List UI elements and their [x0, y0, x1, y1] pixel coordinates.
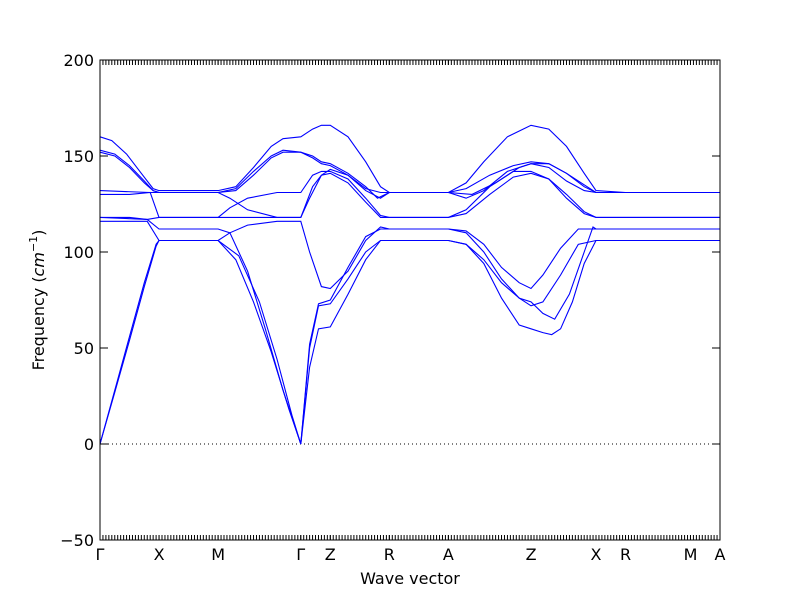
- y-tick-label: −50: [60, 531, 94, 550]
- x-tick-label: Γ: [296, 545, 305, 564]
- y-axis-label-paren-close: ): [29, 230, 48, 236]
- x-tick-label: R: [384, 545, 395, 564]
- y-axis-label-text: Frequency: [29, 288, 48, 371]
- phonon-band-6: [100, 170, 720, 218]
- phonon-band-2: [99, 239, 720, 445]
- x-tick-label: Z: [526, 545, 537, 564]
- y-axis-label: Frequency (cm−1): [27, 230, 48, 371]
- y-axis-label-exponent: −1: [27, 236, 40, 252]
- y-axis-label-paren-open: (: [29, 276, 48, 287]
- x-tick-label: A: [443, 545, 454, 564]
- x-tick-label: R: [620, 545, 631, 564]
- y-tick-label: 50: [74, 339, 94, 358]
- phonon-band-4: [100, 220, 720, 290]
- x-axis-label: Wave vector: [360, 569, 460, 588]
- phonon-band-7: [99, 163, 720, 218]
- phonon-band-10: [99, 124, 720, 194]
- phonon-band-1: [99, 239, 720, 445]
- x-tick-label: A: [715, 545, 726, 564]
- x-tick-label: Z: [325, 545, 336, 564]
- plot-frame: [99, 59, 721, 541]
- phonon-band-5: [100, 172, 720, 220]
- bands-layer: [99, 124, 720, 445]
- x-tick-label: X: [154, 545, 165, 564]
- x-tick-label: Γ: [96, 545, 105, 564]
- x-tick-label: M: [211, 545, 225, 564]
- y-axis-label-unit: cm: [29, 252, 48, 276]
- x-tick-label: M: [684, 545, 698, 564]
- y-tick-label: 0: [84, 435, 94, 454]
- ticks-layer: [99, 59, 721, 541]
- y-tick-label: 100: [63, 243, 94, 262]
- phonon-band-8: [99, 151, 720, 199]
- x-tick-label: X: [591, 545, 602, 564]
- y-tick-label: 200: [63, 51, 94, 70]
- phonon-band-3: [99, 216, 720, 445]
- phonon-band-9: [99, 149, 720, 199]
- y-tick-label: 150: [63, 147, 94, 166]
